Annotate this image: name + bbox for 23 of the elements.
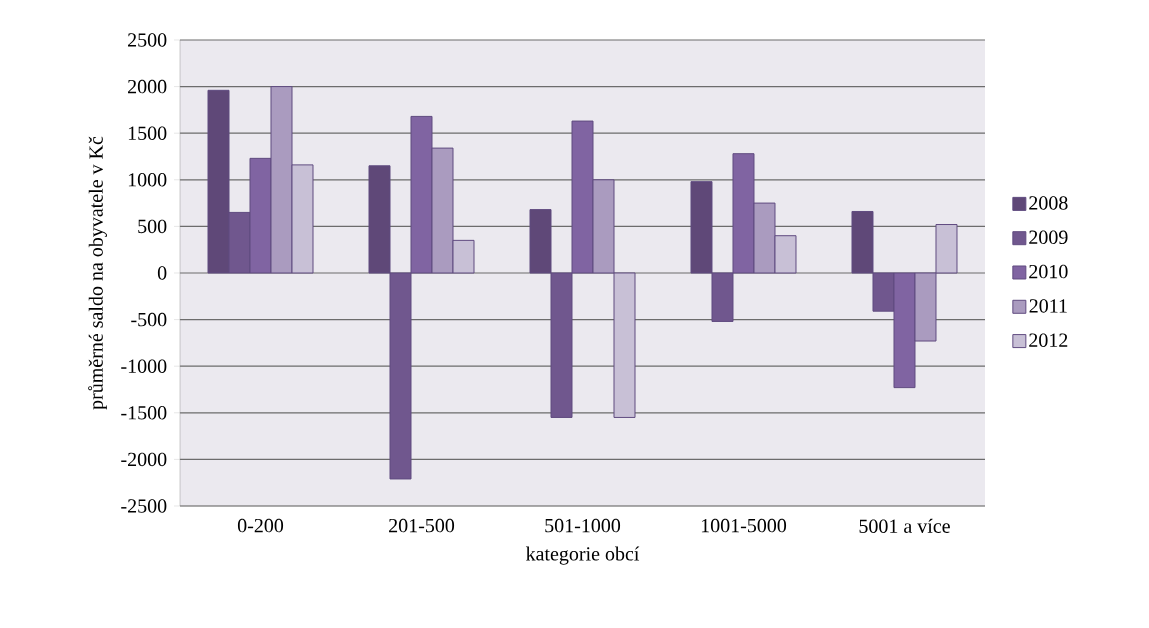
- legend-label: 2010: [1029, 264, 1068, 279]
- y-tick-label: 500: [138, 219, 167, 234]
- y-axis-title: průměrné saldo na obyvatele v Kč: [88, 136, 107, 410]
- y-tick-label: 0: [157, 266, 167, 280]
- y-tick-label: -2000: [121, 452, 167, 467]
- legend-label: 2011: [1029, 299, 1067, 313]
- y-tick-label: -1500: [121, 406, 167, 420]
- x-tick-label: 5001 a více: [859, 518, 950, 533]
- y-tick-label: -2500: [121, 499, 167, 513]
- legend-label: 2008: [1029, 196, 1068, 210]
- x-tick-label: 501-1000: [545, 518, 621, 533]
- x-tick-label: 0-200: [237, 518, 284, 533]
- x-axis-title: kategorie obcí: [525, 546, 640, 565]
- y-tick-label: -500: [131, 312, 167, 327]
- y-tick-label: 2500: [128, 33, 167, 47]
- y-tick-label: -1000: [121, 359, 167, 373]
- legend-label: 2009: [1029, 230, 1068, 245]
- y-tick-label: 1000: [128, 173, 167, 187]
- legend-label: 2012: [1029, 333, 1068, 347]
- y-tick-label: 1500: [128, 126, 167, 140]
- x-tick-label: 201-500: [389, 518, 455, 533]
- y-tick-label: 2000: [128, 79, 167, 94]
- x-tick-label: 1001-5000: [701, 518, 787, 533]
